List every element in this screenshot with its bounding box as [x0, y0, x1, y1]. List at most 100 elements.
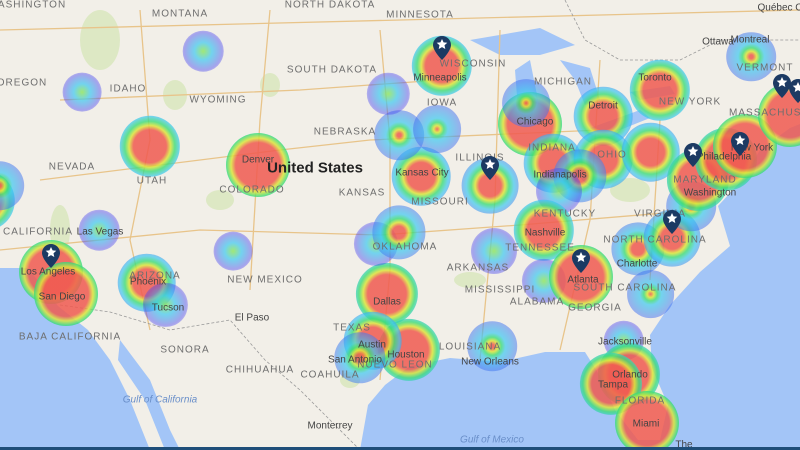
heat-spot	[726, 31, 776, 82]
state-label: COAHUILA	[300, 369, 360, 381]
heat-spot	[367, 72, 410, 116]
water-label: Gulf of Mexico	[460, 434, 524, 446]
heat-spot	[629, 59, 691, 121]
city-label: Orlando	[612, 369, 648, 381]
heat-spot	[143, 283, 188, 328]
state-label: MARYLAND	[673, 174, 737, 186]
state-label: MASSACHUSETTS	[729, 107, 800, 119]
state-label: WISCONSIN	[439, 58, 507, 70]
state-label: FLORIDA	[614, 395, 666, 407]
heat-spot	[0, 160, 24, 211]
state-label: MISSOURI	[411, 196, 469, 208]
city-label: Phoenix	[129, 276, 167, 288]
city-label: Charlotte	[616, 258, 658, 270]
state-label: NEVADA	[48, 161, 96, 173]
star-pin-icon[interactable]	[572, 249, 591, 274]
city-label: Austin	[358, 339, 386, 351]
heat-spot	[470, 228, 517, 275]
city-label: Montreal	[730, 34, 770, 46]
city-label: Los Angeles	[20, 266, 76, 278]
state-label: IOWA	[426, 97, 458, 109]
heat-spot	[615, 391, 680, 450]
state-label: SONORA	[160, 344, 210, 356]
state-label: KENTUCKY	[533, 208, 597, 220]
heat-spot	[467, 321, 517, 372]
state-label: MISSISSIPPI	[464, 284, 536, 296]
city-label: New Orleans	[461, 356, 519, 368]
state-label: MONTANA	[151, 8, 209, 20]
city-label: Indianapolis	[533, 169, 587, 181]
city-label: Las Vegas	[76, 226, 124, 238]
star-pin-icon[interactable]	[730, 131, 749, 156]
city-label: Detroit	[588, 100, 618, 112]
star-pin-icon[interactable]	[663, 210, 682, 235]
state-label: NORTH CAROLINA	[603, 234, 707, 246]
state-label: NUEVO LEON	[357, 359, 433, 371]
state-label: BAJA CALIFORNIA	[18, 331, 122, 343]
city-label: Toronto	[638, 72, 672, 84]
city-label: Tucson	[151, 302, 185, 314]
bottom-bar	[0, 447, 800, 450]
state-label: OKLAHOMA	[372, 241, 438, 253]
heat-spot	[226, 133, 290, 197]
city-label: Québec City	[757, 2, 800, 14]
state-label: SOUTH DAKOTA	[286, 64, 378, 76]
state-label: TENNESSEE	[505, 242, 575, 254]
heat-spot	[182, 30, 224, 72]
city-label: Chicago	[516, 116, 554, 128]
star-pin-icon[interactable]	[789, 79, 800, 104]
city-label: Ottawa	[702, 36, 734, 48]
state-label: CHIHUAHUA	[225, 364, 295, 376]
heat-spot	[334, 331, 386, 384]
star-pin-icon[interactable]	[683, 142, 702, 167]
water-label: Gulf of California	[122, 394, 198, 406]
state-label: ALABAMA	[509, 296, 565, 308]
star-pin-icon[interactable]	[432, 36, 451, 61]
city-label: Atlanta	[567, 274, 599, 286]
city-label: The	[675, 439, 693, 450]
state-label: VIRGINIA	[634, 208, 686, 220]
state-label: MICHIGAN	[534, 76, 592, 88]
heat-spot	[34, 262, 99, 327]
state-label: NORTH DAKOTA	[284, 0, 376, 11]
state-label: IDAHO	[109, 83, 147, 95]
city-label: El Paso	[234, 312, 270, 324]
city-label: Houston	[387, 349, 425, 361]
state-label: UTAH	[136, 175, 168, 187]
state-label: NEW MEXICO	[227, 274, 303, 286]
city-label: San Antonio	[328, 354, 382, 366]
state-label: CALIFORNIA	[2, 226, 74, 238]
state-label: INDIANA	[528, 142, 576, 154]
heat-spot	[413, 105, 461, 154]
heat-spot	[502, 79, 551, 128]
heat-spot	[79, 210, 120, 251]
star-pin-icon[interactable]	[773, 73, 792, 98]
state-label: ILLINOIS	[455, 152, 505, 164]
state-label: TEXAS	[333, 322, 371, 334]
heat-spot	[626, 270, 675, 318]
state-label: OHIO	[597, 149, 627, 161]
city-label: Miami	[632, 418, 660, 430]
star-pin-icon[interactable]	[41, 243, 60, 268]
state-label: NEBRASKA	[313, 126, 377, 138]
city-label: Washington	[683, 187, 737, 199]
city-label: Denver	[241, 154, 275, 166]
city-label: Jacksonville	[598, 336, 652, 348]
state-label: NEW YORK	[658, 96, 722, 108]
state-label: VERMONT	[736, 62, 794, 74]
city-label: San Diego	[38, 291, 86, 303]
state-label: ARIZONA	[129, 270, 181, 282]
city-label: Tampa	[597, 379, 629, 391]
state-label: WASHINGTON	[0, 0, 67, 11]
state-label: OREGON	[0, 77, 48, 89]
state-label: ARKANSAS	[446, 262, 510, 274]
state-label: MINNESOTA	[386, 9, 454, 21]
heat-spot	[372, 205, 426, 259]
country-label: United States	[267, 159, 363, 177]
city-label: Minneapolis	[413, 72, 467, 84]
state-label: KANSAS	[338, 187, 386, 199]
heat-spot	[119, 116, 180, 177]
star-pin-icon[interactable]	[481, 155, 500, 180]
city-label: Monterrey	[307, 420, 353, 432]
